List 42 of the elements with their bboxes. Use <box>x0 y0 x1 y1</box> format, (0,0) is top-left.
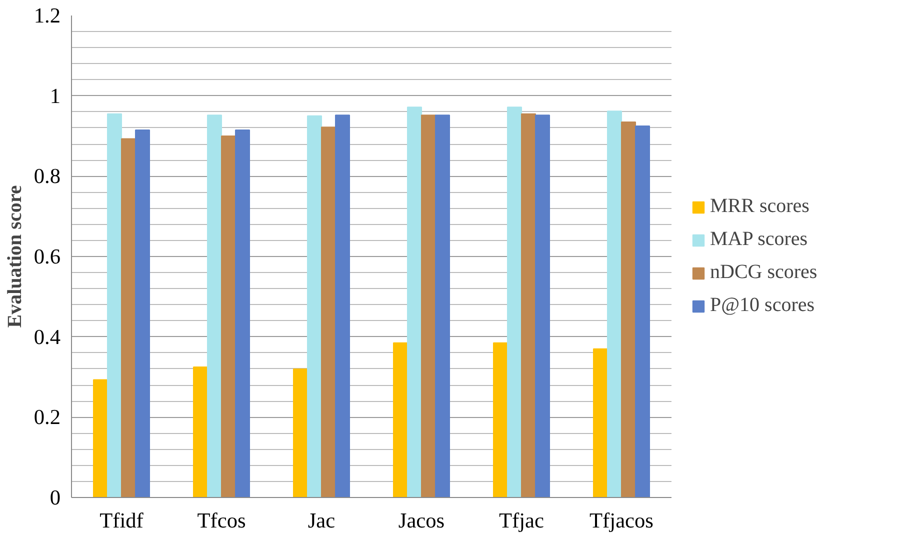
bar <box>207 114 222 498</box>
bar <box>621 121 636 498</box>
bar <box>607 110 622 498</box>
bar <box>93 379 108 498</box>
y-axis-title: Evaluation score <box>4 185 26 328</box>
bar <box>435 114 450 498</box>
y-tick-label: 0.4 <box>34 324 61 349</box>
x-tick-label: Jac <box>308 508 336 532</box>
bar <box>535 114 550 498</box>
y-tick-label: 0.8 <box>34 164 61 188</box>
y-tick-label: 0.2 <box>34 405 61 430</box>
bar <box>193 366 208 498</box>
bar <box>135 129 150 498</box>
legend-label: P@10 scores <box>710 294 815 317</box>
legend-label: MRR scores <box>710 195 810 218</box>
bar <box>335 114 350 498</box>
bar <box>635 125 650 498</box>
x-tick-label: Tfcos <box>197 508 246 532</box>
x-tick-label: Jacos <box>398 508 445 532</box>
x-tick-label: Tfjacos <box>590 508 654 532</box>
y-tick-label: 1.2 <box>34 4 61 28</box>
bar <box>221 136 236 498</box>
bar <box>521 113 536 498</box>
bar <box>107 113 122 498</box>
bar <box>307 115 322 498</box>
bar <box>507 106 522 498</box>
x-tick-label: Tfjac <box>499 508 544 532</box>
bar <box>593 348 608 498</box>
legend-label: nDCG scores <box>710 261 818 284</box>
bar <box>421 114 436 498</box>
bar <box>493 342 508 498</box>
bar <box>121 138 136 498</box>
bar <box>393 342 408 498</box>
bar <box>293 368 308 498</box>
y-tick-label: 1 <box>50 84 61 108</box>
bar <box>235 129 250 498</box>
bar <box>321 126 336 498</box>
x-tick-label: Tfidf <box>100 508 144 532</box>
y-tick-label: 0 <box>50 486 61 510</box>
legend-label: MAP scores <box>710 228 808 251</box>
bar <box>407 106 422 498</box>
y-tick-label: 0.6 <box>34 244 61 268</box>
